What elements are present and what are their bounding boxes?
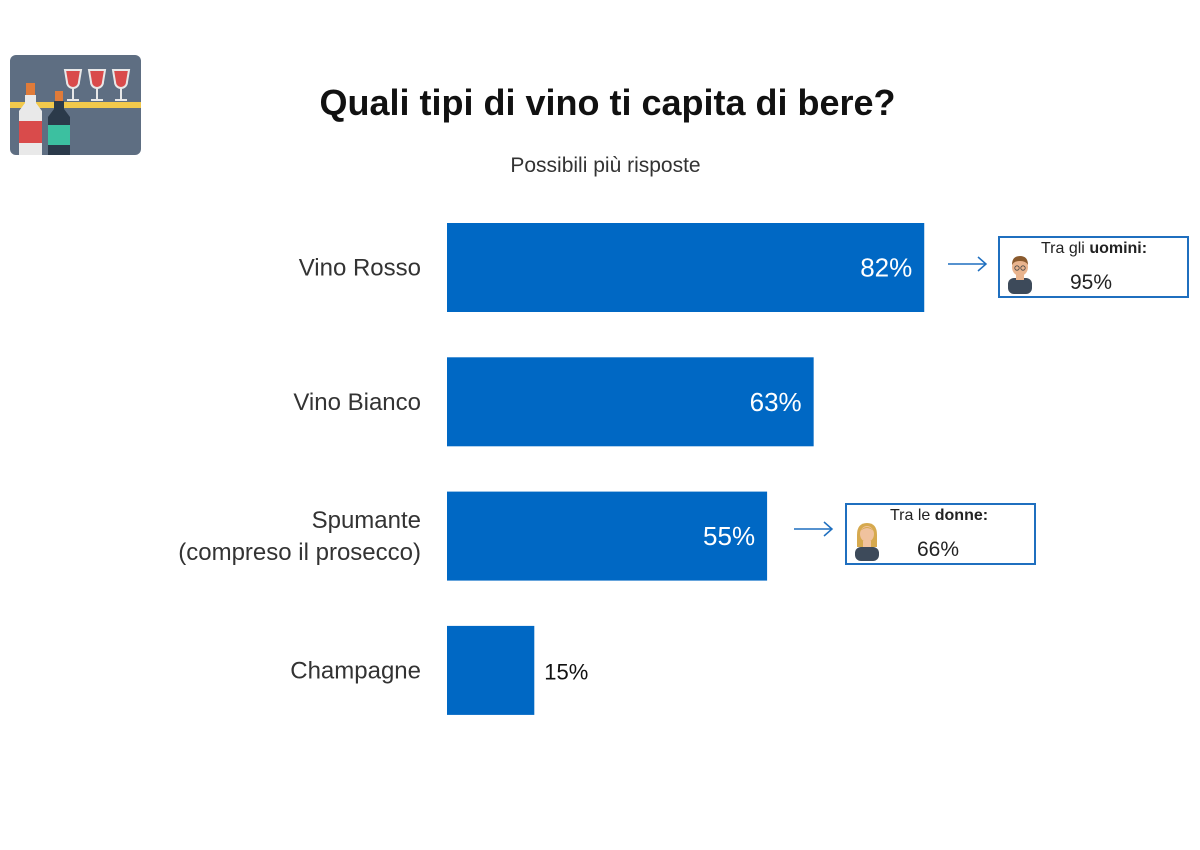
- bar-value-label: 82%: [860, 253, 912, 283]
- bar: [447, 625, 535, 715]
- category-label: Spumante (compreso il prosecco): [178, 507, 421, 566]
- category-label: Vino Bianco: [293, 389, 421, 416]
- callout-women-label: Tra le donne:: [890, 507, 989, 524]
- callout-women-value: 66%: [917, 538, 960, 561]
- category-label: Champagne: [290, 657, 421, 684]
- bar: [447, 223, 925, 312]
- chart-title: Quali tipi di vino ti capita di bere?: [319, 82, 896, 123]
- bar-value-label: 15%: [544, 659, 588, 684]
- woman-avatar-icon: [855, 523, 879, 561]
- callout-men-value: 95%: [1070, 271, 1113, 294]
- man-avatar-icon: [1008, 256, 1032, 294]
- bar-value-label: 63%: [750, 387, 802, 417]
- callout-men: Tra gli uomini: 95%: [998, 236, 1189, 298]
- bar: [447, 357, 814, 447]
- bar: [447, 491, 768, 581]
- wine-bar-icon: [10, 55, 141, 155]
- callout-men-label: Tra gli uomini:: [1041, 240, 1148, 257]
- chart-subtitle: Possibili più risposte: [510, 154, 701, 177]
- arrow-icon: [948, 256, 988, 272]
- category-label: Vino Rosso: [299, 255, 421, 282]
- arrow-icon: [794, 521, 834, 537]
- bar-value-label: 55%: [703, 521, 755, 551]
- callout-women: Tra le donne: 66%: [845, 503, 1036, 565]
